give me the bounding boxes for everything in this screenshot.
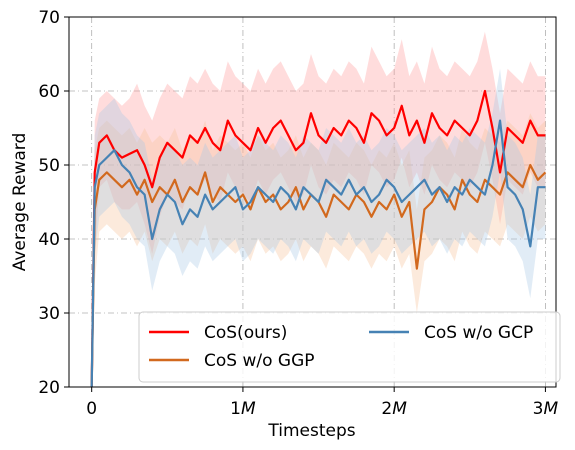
x-tick-unit: M	[392, 399, 407, 419]
band-series-1	[91, 113, 546, 387]
y-tick-label: 60	[38, 82, 60, 102]
legend-label-0: CoS(ours)	[204, 323, 287, 343]
x-tick-unit: M	[543, 399, 558, 419]
legend-label-1: CoS w/o GGP	[204, 351, 315, 371]
legend-label-2: CoS w/o GCP	[424, 323, 533, 343]
confidence-bands	[91, 31, 546, 387]
x-tick-label: 1M	[230, 399, 256, 419]
x-tick-label: 3M	[533, 399, 559, 419]
legend: CoS(ours) CoS w/o GGP CoS w/o GCP	[138, 311, 561, 383]
plot-frame	[68, 16, 557, 388]
axis-ticks: 20 30 40 50 60 70 0 1M 2M 3M	[38, 8, 558, 419]
y-tick-label: 70	[38, 8, 60, 28]
line-series-0	[90, 89, 546, 387]
legend-box	[138, 311, 561, 383]
y-axis-label: Average Reward	[10, 133, 30, 272]
y-tick-label: 40	[38, 230, 60, 250]
y-tick-label: 30	[38, 304, 60, 324]
x-tick-unit: M	[241, 399, 256, 419]
y-tick-label: 20	[38, 378, 60, 398]
y-tick-label: 50	[38, 156, 60, 176]
x-tick-label: 0	[86, 399, 97, 419]
band-series-2	[91, 68, 546, 387]
band-series-0	[91, 31, 546, 387]
series-lines	[90, 89, 547, 387]
line-series-2	[90, 119, 546, 387]
x-axis-label: Timesteps	[267, 421, 355, 441]
x-tick-label: 2M	[381, 399, 407, 419]
